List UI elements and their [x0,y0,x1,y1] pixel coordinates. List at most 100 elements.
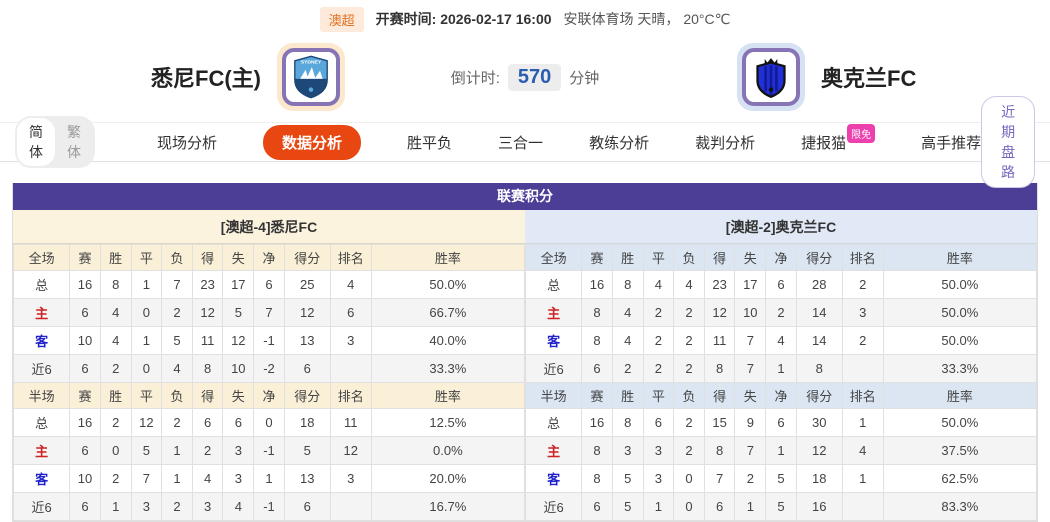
column-header: 失 [222,244,255,271]
stat-cell: 7 [130,464,163,493]
stat-cell: 8 [581,436,613,465]
stat-cell: 11 [191,326,224,355]
stat-cell: 5 [765,492,797,521]
stat-cell: 2 [99,464,132,493]
stat-cell: 6 [69,298,101,327]
home-team-logo: SYDNEY [277,43,345,111]
stat-cell: 3 [642,464,675,493]
stat-cell: 10 [69,326,101,355]
stat-cell: 16 [581,408,613,437]
stat-cell: 16 [69,408,101,437]
stat-cell: 6 [765,270,797,299]
table-row: 主 8 4 2 2 12 10 2 14 3 50.0% [524,298,1038,327]
countdown-unit: 分钟 [569,69,600,87]
stat-cell: 2 [673,436,705,465]
stat-cell: 30 [795,408,843,437]
stat-cell: 33.3% [370,354,526,383]
lang-option-0[interactable]: 简体 [17,118,55,166]
column-header: 得分 [795,382,843,409]
stat-cell: 15 [703,408,736,437]
stat-cell: 2 [765,298,797,327]
stat-cell: 6 [69,436,101,465]
stat-cell [841,492,884,521]
stat-cell: 12 [283,298,331,327]
stat-cell: 1 [161,464,193,493]
tab-0[interactable]: 现场分析 [157,134,218,152]
row-label: 总 [524,408,583,437]
home-table-title: [澳超-4]悉尼FC [13,210,525,244]
stat-cell: 1 [99,492,132,521]
column-header: 得分 [283,382,331,409]
table-row: 主 8 3 3 2 8 7 1 12 4 37.5% [524,436,1038,465]
stat-cell: 3 [841,298,884,327]
table-row: 近6 6 1 3 2 3 4 -1 6 16.7% [12,492,526,521]
stat-cell: 16 [581,270,613,299]
lang-option-1[interactable]: 繁体 [67,124,81,160]
table-row: 总 16 8 4 4 23 17 6 28 2 50.0% [524,270,1038,299]
stat-cell: 5 [611,492,644,521]
stat-cell: 2 [161,492,193,521]
away-table-title: [澳超-2]奥克兰FC [525,210,1037,244]
row-label: 客 [524,464,583,493]
top-info-bar: 澳超 开赛时间: 2026-02-17 16:00 安联体育场 天晴， 20°C… [0,0,1050,32]
stat-cell: 2 [642,354,675,383]
stat-cell: 4 [222,492,255,521]
stat-cell: 2 [673,298,705,327]
league-points-table: 联赛积分 [澳超-4]悉尼FC 全场赛胜平负得失净得分 排名 胜率总 16 8 1 7 23 1… [12,183,1038,522]
nav-bar: 简体 繁体 现场分析 数据分析 胜平负 三合一 教练分析 裁判分析 捷报猫 限免 高手推荐 近期盘… [0,96,1050,188]
countdown-value: 570 [507,63,562,91]
lang-toggle[interactable]: 简体 繁体 [15,116,95,168]
stat-cell: -1 [253,492,285,521]
column-header: 赛 [581,382,613,409]
column-header: 赛 [69,382,101,409]
table-header-row: 全场赛胜平负得失净得分 排名 胜率 [12,244,526,271]
table-row: 总 16 8 1 7 23 17 6 25 4 50.0% [12,270,526,299]
stat-cell: 2 [734,464,767,493]
stat-cell: 12 [329,436,372,465]
stat-cell: 2 [841,270,884,299]
stat-cell: 7 [734,326,767,355]
stat-cell: 0 [130,354,163,383]
tab-1[interactable]: 数据分析 [263,124,362,160]
column-header: 全场 [12,244,71,271]
stat-cell: 8 [99,270,132,299]
stat-cell: 3 [642,436,675,465]
column-header: 负 [161,244,193,271]
tab-6[interactable]: 捷报猫 限免 [801,123,876,153]
column-header: 胜率 [370,382,526,409]
column-header: 半场 [12,382,71,409]
recent-odds-button[interactable]: 近期盘路 [981,96,1035,188]
league-badge[interactable]: 澳超 [319,6,364,32]
stat-cell: 5 [130,436,163,465]
row-label: 客 [12,326,71,355]
stat-cell: 7 [734,436,767,465]
stat-cell: 12 [191,298,224,327]
stat-cell: 4 [611,298,644,327]
table-row: 近6 6 2 2 2 8 7 1 8 33.3% [524,354,1038,383]
column-header: 胜率 [882,244,1038,271]
stat-cell: 11 [703,326,736,355]
stat-cell: 5 [765,464,797,493]
stat-cell: 7 [161,270,193,299]
tab-2[interactable]: 胜平负 [407,134,453,152]
stat-cell: 50.0% [882,326,1038,355]
tab-3[interactable]: 三合一 [498,134,544,152]
stat-cell: 12 [130,408,163,437]
column-header: 负 [673,244,705,271]
stat-cell: 10 [734,298,767,327]
stat-cell: 12.5% [370,408,526,437]
stat-cell: 8 [703,436,736,465]
column-header: 负 [161,382,193,409]
row-label: 总 [524,270,583,299]
stat-cell: 3 [329,464,372,493]
tab-4[interactable]: 教练分析 [589,134,650,152]
column-header: 赛 [581,244,613,271]
stat-cell: 10 [222,354,255,383]
stat-cell: 2 [673,408,705,437]
column-header: 得 [703,244,736,271]
column-header: 胜 [99,244,132,271]
tab-5[interactable]: 裁判分析 [695,134,756,152]
match-header: 悉尼FC(主) SYDNEY [0,32,1050,122]
tab-7[interactable]: 高手推荐 [921,134,982,152]
stat-cell: 2 [673,326,705,355]
